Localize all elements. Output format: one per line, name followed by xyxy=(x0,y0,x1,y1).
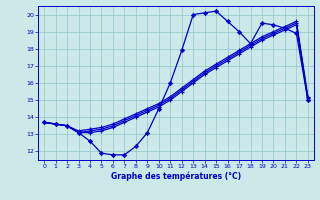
X-axis label: Graphe des températures (°C): Graphe des températures (°C) xyxy=(111,172,241,181)
